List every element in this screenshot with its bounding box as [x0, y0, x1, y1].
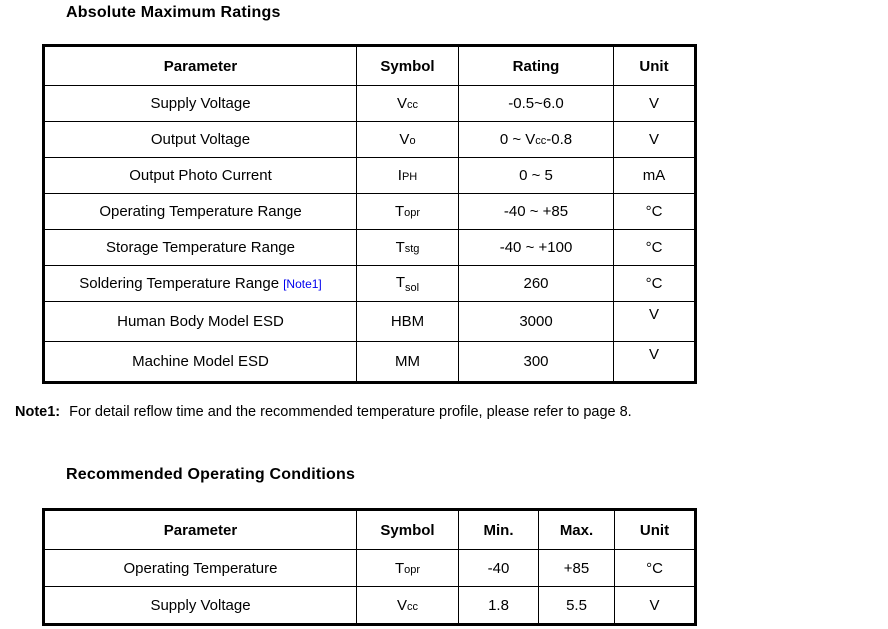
symbol-subscript: opr: [404, 207, 421, 219]
cell-rating: 300: [458, 341, 614, 383]
cell-symbol: Vcc: [356, 586, 459, 625]
header-symbol: Symbol: [356, 509, 459, 550]
cell-unit: V: [613, 341, 696, 383]
cell-parameter: Storage Temperature Range: [43, 229, 357, 266]
cell-rating: -40 ~ +100: [458, 229, 614, 266]
cell-unit: mA: [613, 157, 696, 194]
cell-unit: V: [614, 586, 696, 625]
recommended-operating-conditions-table: Parameter Symbol Min. Max. Unit Operatin…: [42, 508, 697, 626]
cell-unit: V: [613, 85, 696, 122]
symbol-subscript: stg: [404, 243, 420, 255]
abs-max-section-title: Absolute Maximum Ratings: [66, 4, 281, 21]
cell-symbol: Topr: [356, 549, 459, 587]
cell-rating: 3000: [458, 301, 614, 342]
cell-min: -40: [458, 549, 539, 587]
symbol-subscript: sol: [405, 281, 420, 294]
symbol-subscript: opr: [404, 563, 421, 576]
cell-symbol: Tsol: [356, 265, 459, 302]
cell-parameter: Supply Voltage: [43, 85, 357, 122]
cell-parameter: Output Voltage: [43, 121, 357, 158]
cell-rating: -40 ~ +85: [458, 193, 614, 230]
cell-rating: 260: [458, 265, 614, 302]
header-min: Min.: [458, 509, 539, 550]
cell-max: 5.5: [538, 586, 615, 625]
cell-unit: °C: [613, 193, 696, 230]
symbol-subscript: o: [409, 135, 416, 147]
cell-parameter: Supply Voltage: [43, 586, 357, 625]
rating-subscript: cc: [535, 135, 547, 147]
note1-text: For detail reflow time and the recommend…: [69, 404, 632, 420]
cell-min: 1.8: [458, 586, 539, 625]
row-operating-temperature: Operating Temperature Topr -40 +85 °C: [43, 549, 696, 587]
row-supply-voltage: Supply Voltage Vcc 1.8 5.5 V: [43, 586, 696, 625]
header-max: Max.: [538, 509, 615, 550]
cell-symbol: Vo: [356, 121, 459, 158]
row-operating-temperature-range: Operating Temperature Range Topr -40 ~ +…: [43, 193, 696, 230]
cell-rating: 0 ~ Vcc-0.8: [458, 121, 614, 158]
note1-label: Note1:: [15, 404, 61, 420]
row-output-photo-current: Output Photo Current IPH 0 ~ 5 mA: [43, 157, 696, 194]
header-unit: Unit: [614, 509, 696, 550]
cell-parameter: Operating Temperature Range: [43, 193, 357, 230]
header-parameter: Parameter: [43, 509, 357, 550]
cell-symbol: HBM: [356, 301, 459, 342]
header-rating: Rating: [458, 45, 614, 86]
cell-rating: 0 ~ 5: [458, 157, 614, 194]
symbol-subscript: cc: [407, 600, 418, 613]
row-soldering-temperature-range: Soldering Temperature Range [Note1] Tsol …: [43, 265, 696, 302]
cell-unit: V: [613, 301, 696, 342]
note1-reference-link[interactable]: [Note1]: [283, 277, 322, 291]
cell-unit: °C: [614, 549, 696, 587]
row-machine-model-esd: Machine Model ESD MM 300 V: [43, 341, 696, 383]
cell-unit: °C: [613, 265, 696, 302]
abs-max-ratings-table: Parameter Symbol Rating Unit Supply Volt…: [42, 44, 697, 384]
rec-op-header-row: Parameter Symbol Min. Max. Unit: [43, 509, 696, 550]
cell-parameter: Machine Model ESD: [43, 341, 357, 383]
cell-symbol: MM: [356, 341, 459, 383]
cell-parameter: Human Body Model ESD: [43, 301, 357, 342]
header-parameter: Parameter: [43, 45, 357, 86]
cell-parameter: Output Photo Current: [43, 157, 357, 194]
symbol-subscript: PH: [401, 171, 418, 183]
row-storage-temperature-range: Storage Temperature Range Tstg -40 ~ +10…: [43, 229, 696, 266]
cell-rating: -0.5~6.0: [458, 85, 614, 122]
cell-unit: °C: [613, 229, 696, 266]
row-supply-voltage: Supply Voltage Vcc -0.5~6.0 V: [43, 85, 696, 122]
row-human-body-model-esd: Human Body Model ESD HBM 3000 V: [43, 301, 696, 342]
header-symbol: Symbol: [356, 45, 459, 86]
cell-parameter: Operating Temperature: [43, 549, 357, 587]
cell-parameter: Soldering Temperature Range [Note1]: [43, 265, 357, 302]
header-unit: Unit: [613, 45, 696, 86]
cell-symbol: Tstg: [356, 229, 459, 266]
cell-symbol: Vcc: [356, 85, 459, 122]
cell-unit: V: [613, 121, 696, 158]
rec-op-section-title: Recommended Operating Conditions: [66, 466, 356, 483]
symbol-subscript: cc: [407, 99, 418, 111]
abs-max-header-row: Parameter Symbol Rating Unit: [43, 45, 696, 86]
cell-symbol: IPH: [356, 157, 459, 194]
cell-max: +85: [538, 549, 615, 587]
row-output-voltage: Output Voltage Vo 0 ~ Vcc-0.8 V: [43, 121, 696, 158]
cell-symbol: Topr: [356, 193, 459, 230]
note1-footnote: Note1: For detail reflow time and the rec…: [15, 404, 632, 420]
